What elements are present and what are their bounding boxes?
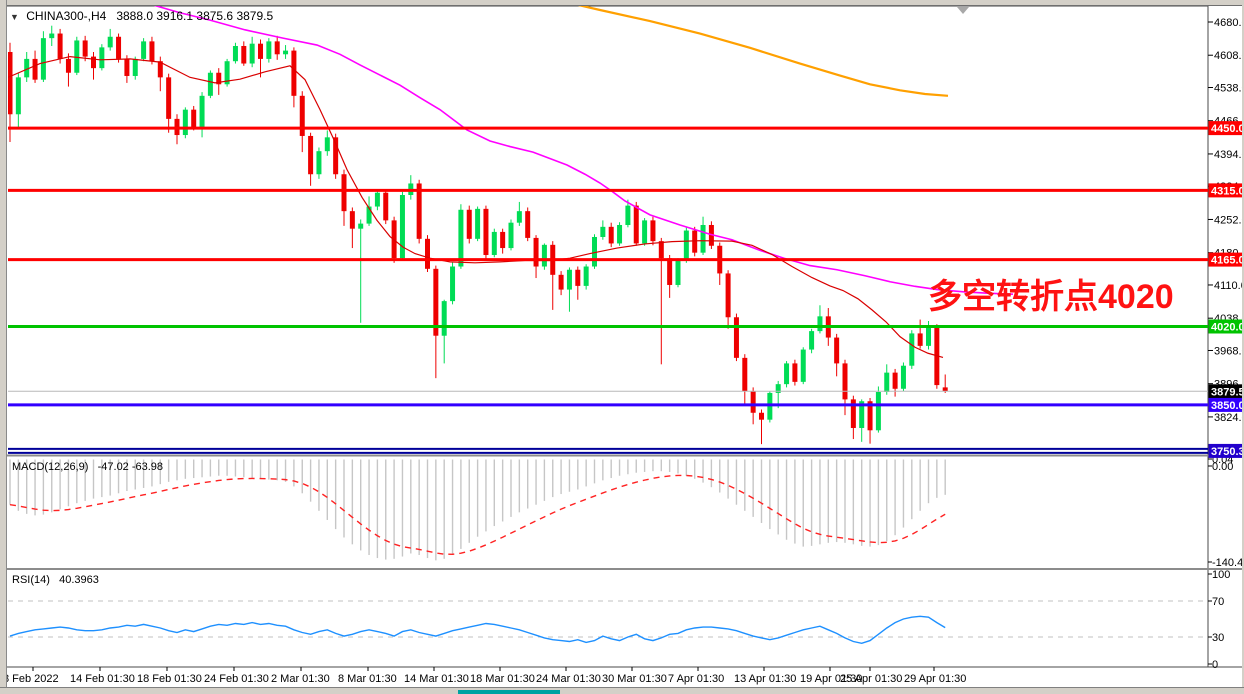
rsi-name: RSI(14) — [12, 574, 50, 586]
price-tick-label: 4680.0 — [1214, 17, 1244, 29]
rsi-pane — [8, 600, 1208, 645]
red-ma-line — [8, 55, 944, 358]
price-badges: 4450.0 4315.0 4165.0 4020.0 3879.5 3850.0 3750… — [1208, 121, 1244, 458]
price-badge-label: 4165.0 — [1211, 255, 1244, 267]
price-axis: 4680.04608.04538.04466.04394.04324.04252… — [1208, 17, 1244, 671]
macd-indicator-label: MACD(12,26,9) -47.02 -63.98 — [12, 461, 163, 473]
macd-scale-label: -140.44 — [1212, 557, 1244, 569]
price-badge — [1208, 384, 1244, 399]
macd-histogram — [9, 459, 946, 561]
price-badge — [1208, 252, 1244, 267]
time-tick-label: 19 Apr 01:30 — [800, 673, 862, 685]
rsi-scale-label: 30 — [1212, 632, 1224, 644]
price-badge-label: 4315.0 — [1211, 185, 1244, 197]
chart-annotation-text: 多空转折点4020 — [928, 278, 1174, 316]
price-badge-label: 4020.0 — [1211, 321, 1244, 333]
price-badge — [1208, 319, 1244, 334]
time-tick-label: 2 Mar 01:30 — [271, 673, 330, 685]
time-tick-label: 24 Feb 01:30 — [204, 673, 269, 685]
price-tick-label: 4110.0 — [1214, 280, 1244, 292]
macd-current-values: -47.02 -63.98 — [97, 461, 164, 473]
time-tick-label: 8 Mar 01:30 — [338, 673, 397, 685]
price-badge — [1208, 183, 1244, 198]
time-tick-label: 14 Feb 01:30 — [70, 673, 135, 685]
time-tick-label: 7 Apr 01:30 — [668, 673, 724, 685]
macd-name: MACD(12,26,9) — [12, 461, 89, 473]
time-tick-label: 14 Mar 01:30 — [404, 673, 469, 685]
bottom-accent-bar — [458, 690, 560, 694]
price-badge-label: 3879.5 — [1211, 386, 1244, 398]
macd-scale-label: 0.00 — [1212, 461, 1233, 473]
symbol-title: ▼ CHINA300-,H4 3888.0 3916.1 3875.6 3879… — [10, 9, 273, 23]
price-badge — [1208, 443, 1244, 458]
time-tick-label: 8 Feb 2022 — [3, 673, 59, 685]
rsi-current-value: 40.3963 — [59, 574, 99, 586]
ohlc-readout: 3888.0 3916.1 3875.6 3879.5 — [116, 9, 274, 23]
time-tick-label: 25 Apr 01:30 — [840, 673, 902, 685]
window-bottom-border — [0, 687, 1244, 694]
candles-layer — [8, 25, 948, 445]
rsi-scale-label: 100 — [1212, 569, 1230, 581]
macd-pane — [9, 459, 946, 561]
horizontal-levels — [8, 126, 1208, 454]
price-tick-label: 4608.0 — [1214, 50, 1244, 62]
price-tick-label: 3824.0 — [1214, 412, 1244, 424]
price-badge-label: 3850.0 — [1211, 400, 1244, 412]
time-tick-label: 18 Mar 01:30 — [470, 673, 535, 685]
macd-signal-line — [9, 474, 946, 556]
magenta-ma-line — [153, 6, 1014, 295]
rsi-scale-label: 0 — [1212, 659, 1218, 671]
time-tick-label: 18 Feb 01:30 — [137, 673, 202, 685]
chart-shift-marker-icon — [957, 7, 969, 14]
price-tick-label: 4394.0 — [1214, 149, 1244, 161]
price-tick-label: 4538.0 — [1214, 83, 1244, 95]
time-tick-label: 24 Mar 01:30 — [536, 673, 601, 685]
price-badge — [1208, 397, 1244, 412]
main-price-pane — [8, 6, 1208, 454]
time-tick-label: 29 Apr 01:30 — [904, 673, 966, 685]
rsi-scale-label: 70 — [1212, 596, 1224, 608]
rsi-indicator-label: RSI(14) 40.3963 — [12, 574, 99, 586]
price-badge — [1208, 121, 1244, 136]
symbol-label: CHINA300-,H4 — [26, 9, 107, 23]
price-tick-label: 3968.0 — [1214, 345, 1244, 357]
price-tick-label: 4252.0 — [1214, 214, 1244, 226]
time-tick-label: 13 Apr 01:30 — [734, 673, 796, 685]
window-right-border — [1242, 0, 1244, 694]
time-tick-label: 30 Mar 01:30 — [602, 673, 667, 685]
rsi-line — [9, 615, 946, 645]
window-left-border — [0, 0, 7, 694]
window-top-border — [0, 0, 1244, 6]
price-badge-label: 4450.0 — [1211, 123, 1244, 135]
price-badge-label: 3750.3 — [1211, 446, 1244, 458]
symbol-dropdown-icon[interactable]: ▼ — [10, 12, 19, 22]
time-axis: 8 Feb 2022 14 Feb 01:30 18 Feb 01:30 24 Feb… — [3, 667, 966, 685]
orange-trendline — [577, 6, 949, 97]
